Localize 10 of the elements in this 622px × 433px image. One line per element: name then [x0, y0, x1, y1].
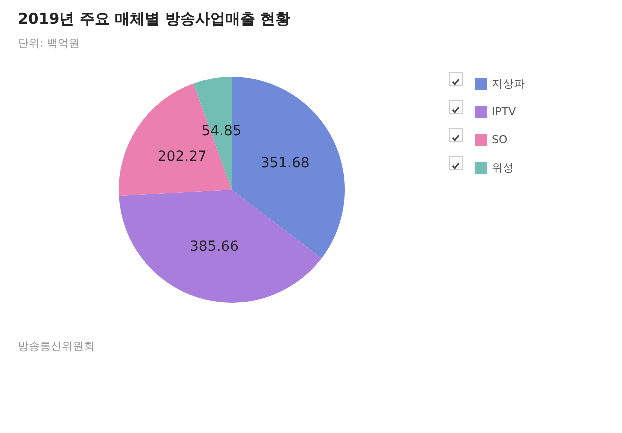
data-label: 385.66	[190, 238, 240, 255]
chart-title: 2019년 주요 매체별 방송사업매출 현황	[18, 10, 291, 29]
text: 방송통신위원회	[18, 339, 95, 354]
data-label: 202.27	[158, 149, 207, 166]
legend-label: 지상파	[492, 78, 525, 90]
chart-subtitle: 단위: 백억원	[18, 36, 80, 51]
legend-label: SO	[492, 134, 508, 146]
data-label: 351.68	[260, 156, 310, 172]
legend-label: IPTV	[492, 106, 517, 118]
legend-label: 위성	[492, 162, 514, 174]
